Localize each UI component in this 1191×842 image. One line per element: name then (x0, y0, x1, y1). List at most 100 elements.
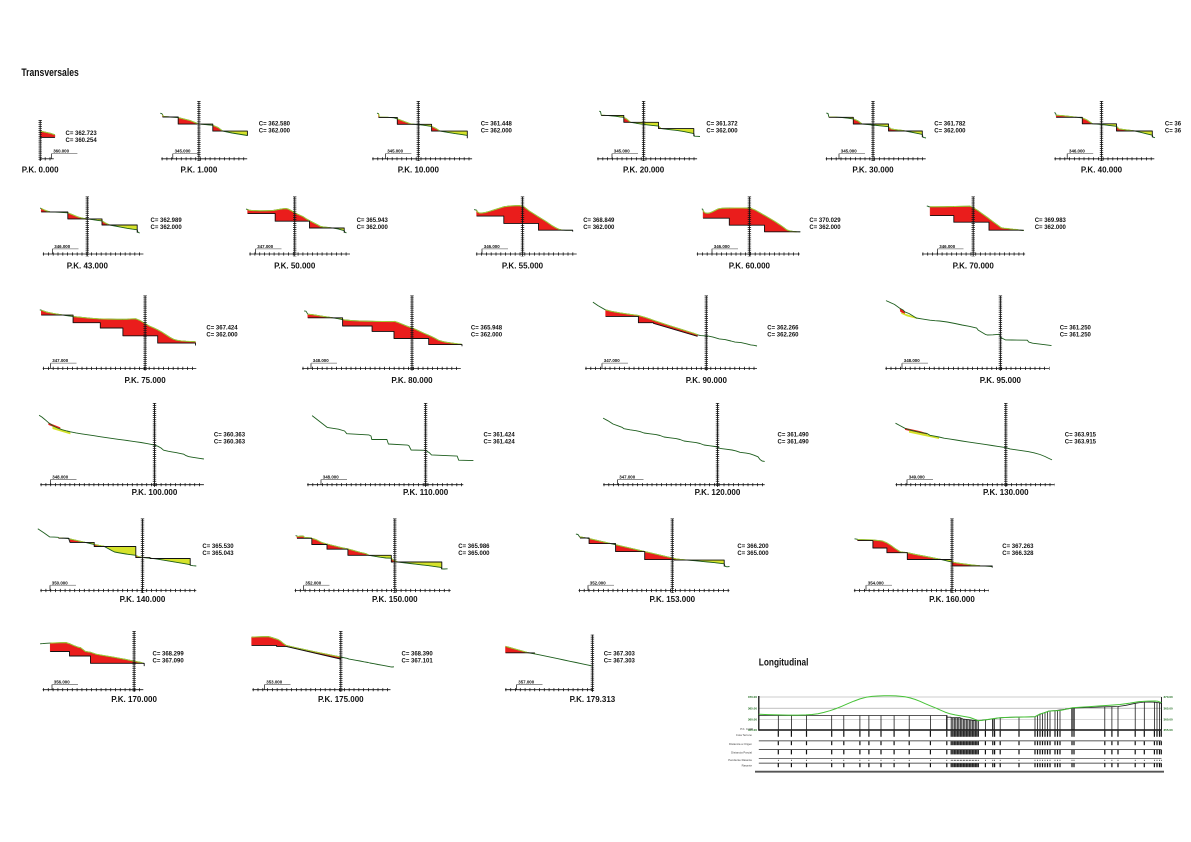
svg-text:C= 361.372: C= 361.372 (706, 122, 738, 128)
svg-text:347.000: 347.000 (619, 475, 635, 480)
svg-text:P.K. 40.000: P.K. 40.000 (1081, 165, 1123, 174)
svg-text:345.000: 345.000 (387, 149, 403, 154)
svg-text:P.K. 50.000: P.K. 50.000 (274, 261, 316, 270)
svg-text:C= 367.101: C= 367.101 (402, 659, 434, 665)
svg-text:Pendiente Rasante: Pendiente Rasante (728, 758, 752, 762)
svg-text:Distancia a Origen: Distancia a Origen (729, 742, 752, 746)
svg-text:P.K. 153.000: P.K. 153.000 (649, 595, 695, 604)
svg-text:C= 362.000: C= 362.000 (934, 129, 966, 135)
svg-text:C= 365.000: C= 365.000 (737, 551, 769, 557)
svg-text:P.K. 100.000: P.K. 100.000 (132, 488, 178, 497)
svg-text:C= 361.490: C= 361.490 (778, 432, 810, 438)
svg-text:C= 362.000: C= 362.000 (481, 129, 513, 135)
svg-text:C= 365.530: C= 365.530 (202, 544, 234, 550)
svg-text:P.K. 130.000: P.K. 130.000 (983, 488, 1029, 497)
svg-text:P.K. 75.000: P.K. 75.000 (124, 376, 166, 385)
svg-text:360.000: 360.000 (53, 149, 69, 154)
svg-text:353.000: 353.000 (266, 680, 282, 685)
svg-text:P.K. 30.000: P.K. 30.000 (852, 165, 894, 174)
svg-text:C= 362.580: C= 362.580 (259, 122, 291, 128)
svg-text:C= 362.000: C= 362.000 (259, 129, 291, 135)
svg-text:349.000: 349.000 (909, 475, 925, 480)
svg-text:C= 360.363: C= 360.363 (214, 432, 246, 438)
svg-text:352.000: 352.000 (590, 580, 606, 585)
svg-text:C= 36: C= 36 (1165, 122, 1182, 128)
svg-text:P.K. 90.000: P.K. 90.000 (686, 376, 728, 385)
svg-text:Distancia Parcial: Distancia Parcial (731, 750, 752, 754)
svg-text:C= 362.000: C= 362.000 (471, 333, 503, 339)
svg-text:C= 363.915: C= 363.915 (1065, 432, 1097, 438)
svg-text:348.000: 348.000 (904, 358, 920, 363)
svg-text:C= 368.299: C= 368.299 (153, 652, 185, 658)
svg-text:355.00: 355.00 (1164, 728, 1174, 732)
svg-text:P.K. 110.000: P.K. 110.000 (403, 488, 449, 497)
svg-text:C= 365.986: C= 365.986 (458, 544, 490, 550)
svg-text:C= 368.390: C= 368.390 (402, 652, 434, 658)
svg-text:346.000: 346.000 (484, 244, 500, 249)
svg-text:C= 362.000: C= 362.000 (1035, 225, 1067, 231)
svg-text:345.000: 345.000 (841, 149, 857, 154)
svg-text:C= 361.490: C= 361.490 (778, 439, 810, 445)
svg-text:C= 367.303: C= 367.303 (604, 652, 636, 658)
svg-text:C= 361.782: C= 361.782 (934, 122, 966, 128)
svg-text:C= 361.250: C= 361.250 (1060, 333, 1092, 339)
svg-text:370.00: 370.00 (748, 695, 758, 699)
svg-text:C= 367.424: C= 367.424 (206, 326, 238, 332)
svg-text:P.K. 120.000: P.K. 120.000 (695, 488, 741, 497)
svg-text:C= 365.000: C= 365.000 (458, 551, 490, 557)
svg-text:C= 362.000: C= 362.000 (706, 129, 738, 135)
svg-text:348.000: 348.000 (52, 475, 68, 480)
svg-text:C= 370.029: C= 370.029 (809, 218, 841, 224)
svg-text:P.K. 43.000: P.K. 43.000 (67, 261, 109, 270)
svg-text:C= 363.915: C= 363.915 (1065, 439, 1097, 445)
svg-text:P.K. 175.000: P.K. 175.000 (318, 695, 364, 704)
svg-text:C= 362.000: C= 362.000 (809, 225, 841, 231)
svg-text:C= 362.723: C= 362.723 (66, 131, 98, 137)
svg-text:C= 366.200: C= 366.200 (737, 544, 769, 550)
svg-text:C= 362.260: C= 362.260 (767, 333, 799, 339)
svg-text:C= 362.000: C= 362.000 (151, 225, 183, 231)
svg-text:352.000: 352.000 (305, 580, 321, 585)
svg-text:P.K. 70.000: P.K. 70.000 (953, 261, 995, 270)
svg-text:C= 368.849: C= 368.849 (583, 218, 615, 224)
svg-text:360.00: 360.00 (748, 718, 758, 722)
svg-text:P.K. 160.000: P.K. 160.000 (929, 595, 975, 604)
svg-text:C= 365.943: C= 365.943 (357, 218, 389, 224)
svg-text:C= 362.989: C= 362.989 (151, 218, 183, 224)
svg-text:P.K. 20.000: P.K. 20.000 (623, 165, 665, 174)
svg-text:C= 369.983: C= 369.983 (1035, 218, 1067, 224)
svg-text:C= 365.043: C= 365.043 (202, 551, 234, 557)
svg-text:C= 365.948: C= 365.948 (471, 326, 503, 332)
svg-text:348.000: 348.000 (313, 358, 329, 363)
svg-text:C= 367.090: C= 367.090 (153, 659, 185, 665)
svg-text:Rasante: Rasante (742, 764, 753, 768)
svg-text:347.000: 347.000 (52, 358, 68, 363)
svg-text:C= 361.424: C= 361.424 (484, 432, 516, 438)
svg-text:357.000: 357.000 (518, 680, 534, 685)
svg-text:P.K. 55.000: P.K. 55.000 (502, 261, 544, 270)
svg-text:346.000: 346.000 (54, 244, 70, 249)
svg-text:P.K. 10.000: P.K. 10.000 (398, 165, 440, 174)
svg-text:P.K. 1.000: P.K. 1.000 (181, 165, 218, 174)
svg-text:C= 361.424: C= 361.424 (484, 439, 516, 445)
svg-text:C= 367.263: C= 367.263 (1002, 544, 1034, 550)
svg-text:C= 360.254: C= 360.254 (66, 138, 98, 144)
svg-text:C= 36: C= 36 (1165, 129, 1182, 135)
svg-text:360.00: 360.00 (1164, 718, 1174, 722)
svg-text:Cota Terreno: Cota Terreno (736, 733, 753, 737)
svg-text:C= 366.328: C= 366.328 (1002, 551, 1034, 557)
svg-text:Transversales: Transversales (21, 67, 78, 79)
svg-text:365.00: 365.00 (748, 706, 758, 710)
svg-text:P.K. 179.313: P.K. 179.313 (570, 695, 616, 704)
svg-text:P.K. 0.000: P.K. 0.000 (740, 727, 753, 731)
svg-text:346.000: 346.000 (1069, 149, 1085, 154)
svg-text:C= 361.250: C= 361.250 (1060, 326, 1092, 332)
svg-text:345.000: 345.000 (175, 149, 191, 154)
svg-text:P.K. 95.000: P.K. 95.000 (980, 376, 1022, 385)
svg-text:347.000: 347.000 (257, 244, 273, 249)
svg-text:P.K. 140.000: P.K. 140.000 (120, 595, 166, 604)
svg-text:C= 360.363: C= 360.363 (214, 439, 246, 445)
svg-text:C= 362.000: C= 362.000 (583, 225, 615, 231)
svg-text:346.000: 346.000 (714, 244, 730, 249)
svg-text:P.K. 150.000: P.K. 150.000 (372, 595, 418, 604)
